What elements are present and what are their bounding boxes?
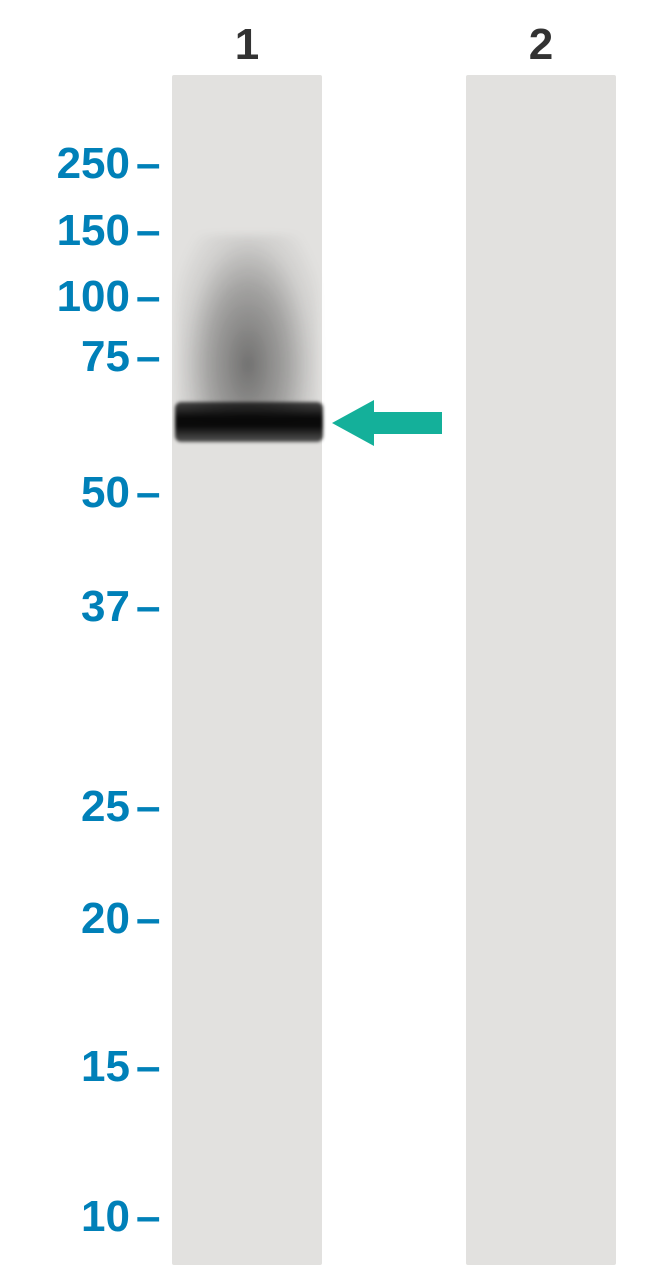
- marker-20-label: 20: [81, 894, 130, 944]
- marker-250-tick: –: [136, 139, 160, 189]
- marker-37-label: 37: [81, 582, 130, 632]
- marker-250-label: 250: [57, 139, 130, 189]
- band-pointer-arrow-icon: [332, 400, 442, 446]
- lane-1-main-band: [175, 402, 323, 442]
- marker-50-label: 50: [81, 468, 130, 518]
- marker-25-tick: –: [136, 782, 160, 832]
- lane-2-label: 2: [466, 20, 616, 70]
- marker-15-label: 15: [81, 1042, 130, 1092]
- marker-50-tick: –: [136, 468, 160, 518]
- lane-1-label: 1: [172, 20, 322, 70]
- marker-100-tick: –: [136, 272, 160, 322]
- marker-10-label: 10: [81, 1192, 130, 1242]
- marker-25-label: 25: [81, 782, 130, 832]
- marker-20-tick: –: [136, 894, 160, 944]
- lane-2-strip: [466, 75, 616, 1265]
- marker-37-tick: –: [136, 582, 160, 632]
- marker-100-label: 100: [57, 272, 130, 322]
- marker-75-tick: –: [136, 332, 160, 382]
- marker-15-tick: –: [136, 1042, 160, 1092]
- marker-10-tick: –: [136, 1192, 160, 1242]
- western-blot-figure: 1 2 250 – 150 – 100 – 75 – 50 – 37 – 25 …: [0, 0, 650, 1270]
- lane-1-smear-band: [178, 235, 318, 420]
- marker-75-label: 75: [81, 332, 130, 382]
- marker-150-label: 150: [57, 206, 130, 256]
- marker-150-tick: –: [136, 206, 160, 256]
